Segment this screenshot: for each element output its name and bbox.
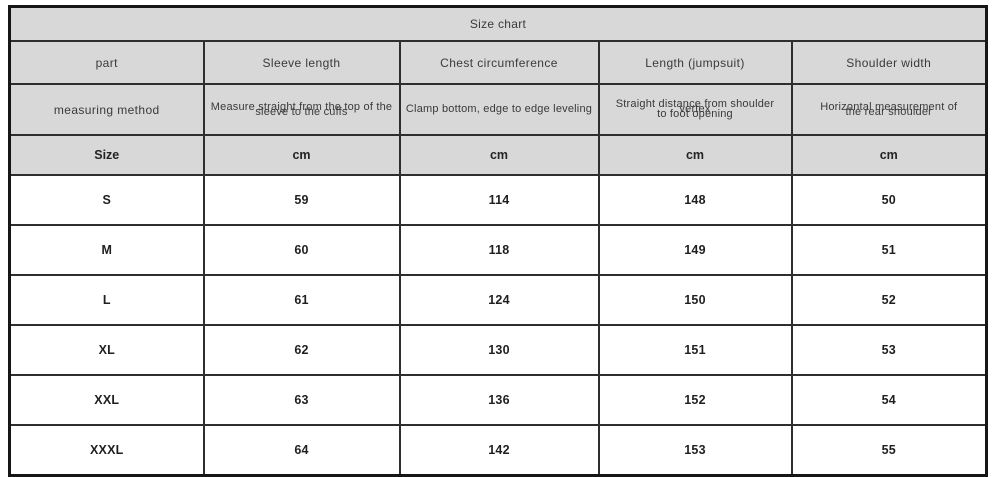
method-line: sleeve to the cuffs bbox=[255, 105, 348, 118]
method-line: Measure straight from the top of the bbox=[210, 100, 393, 113]
table-row-s: S 59 114 148 50 bbox=[8, 174, 988, 226]
method-line: to foot opening bbox=[657, 108, 733, 120]
value-cell: 142 bbox=[398, 424, 600, 477]
table-row-m: M 60 118 149 51 bbox=[8, 224, 988, 276]
value-cell: 150 bbox=[597, 274, 793, 326]
method-chest-circumference: Clamp bottom, edge to edge leveling bbox=[398, 83, 600, 136]
method-line: Clamp bottom, edge to edge leveling bbox=[405, 103, 593, 115]
value-cell: 149 bbox=[597, 224, 793, 276]
value-cell: 62 bbox=[202, 324, 401, 376]
size-label: Size bbox=[8, 134, 205, 176]
method-line: the rear shoulder bbox=[845, 105, 933, 118]
size-cell: L bbox=[8, 274, 205, 326]
value-cell: 59 bbox=[202, 174, 401, 226]
unit-row: Size cm cm cm cm bbox=[8, 134, 988, 176]
measuring-method-row: measuring method Measure straight from t… bbox=[8, 83, 988, 136]
size-chart-table: Size chart part Sleeve length Chest circ… bbox=[8, 5, 988, 477]
column-header-sleeve-length: Sleeve length bbox=[202, 40, 401, 85]
column-header-shoulder-width: Shoulder width bbox=[790, 40, 988, 85]
value-cell: 130 bbox=[398, 324, 600, 376]
table-row-xxl: XXL 63 136 152 54 bbox=[8, 374, 988, 426]
unit-cell: cm bbox=[790, 134, 988, 176]
value-cell: 51 bbox=[790, 224, 988, 276]
unit-cell: cm bbox=[202, 134, 401, 176]
value-cell: 54 bbox=[790, 374, 988, 426]
title-row: Size chart bbox=[8, 5, 988, 42]
method-line: Horizontal measurement of bbox=[820, 100, 958, 113]
value-cell: 53 bbox=[790, 324, 988, 376]
value-cell: 124 bbox=[398, 274, 600, 326]
column-header-chest-circumference: Chest circumference bbox=[398, 40, 600, 85]
table-row-xxxl: XXXL 64 142 153 55 bbox=[8, 424, 988, 477]
method-line: Straight distance from shoulder vertex bbox=[615, 98, 775, 115]
method-length-jumpsuit: Straight distance from shoulder vertex t… bbox=[597, 83, 793, 136]
part-label: part bbox=[8, 40, 205, 85]
value-cell: 60 bbox=[202, 224, 401, 276]
column-header-length-jumpsuit: Length (jumpsuit) bbox=[597, 40, 793, 85]
part-header-row: part Sleeve length Chest circumference L… bbox=[8, 40, 988, 85]
value-cell: 55 bbox=[790, 424, 988, 477]
value-cell: 152 bbox=[597, 374, 793, 426]
table-row-xl: XL 62 130 151 53 bbox=[8, 324, 988, 376]
value-cell: 118 bbox=[398, 224, 600, 276]
value-cell: 148 bbox=[597, 174, 793, 226]
size-cell: XXXL bbox=[8, 424, 205, 477]
value-cell: 64 bbox=[202, 424, 401, 477]
value-cell: 50 bbox=[790, 174, 988, 226]
method-shoulder-width: Horizontal measurement of the rear shoul… bbox=[790, 83, 988, 136]
size-cell: XL bbox=[8, 324, 205, 376]
value-cell: 52 bbox=[790, 274, 988, 326]
value-cell: 153 bbox=[597, 424, 793, 477]
method-sleeve-length: Measure straight from the top of the sle… bbox=[202, 83, 401, 136]
unit-cell: cm bbox=[398, 134, 600, 176]
value-cell: 151 bbox=[597, 324, 793, 376]
measuring-method-label: measuring method bbox=[8, 83, 205, 136]
size-cell: M bbox=[8, 224, 205, 276]
size-cell: S bbox=[8, 174, 205, 226]
unit-cell: cm bbox=[597, 134, 793, 176]
table-row-l: L 61 124 150 52 bbox=[8, 274, 988, 326]
value-cell: 114 bbox=[398, 174, 600, 226]
size-cell: XXL bbox=[8, 374, 205, 426]
value-cell: 61 bbox=[202, 274, 401, 326]
table-title: Size chart bbox=[8, 5, 988, 42]
value-cell: 63 bbox=[202, 374, 401, 426]
value-cell: 136 bbox=[398, 374, 600, 426]
